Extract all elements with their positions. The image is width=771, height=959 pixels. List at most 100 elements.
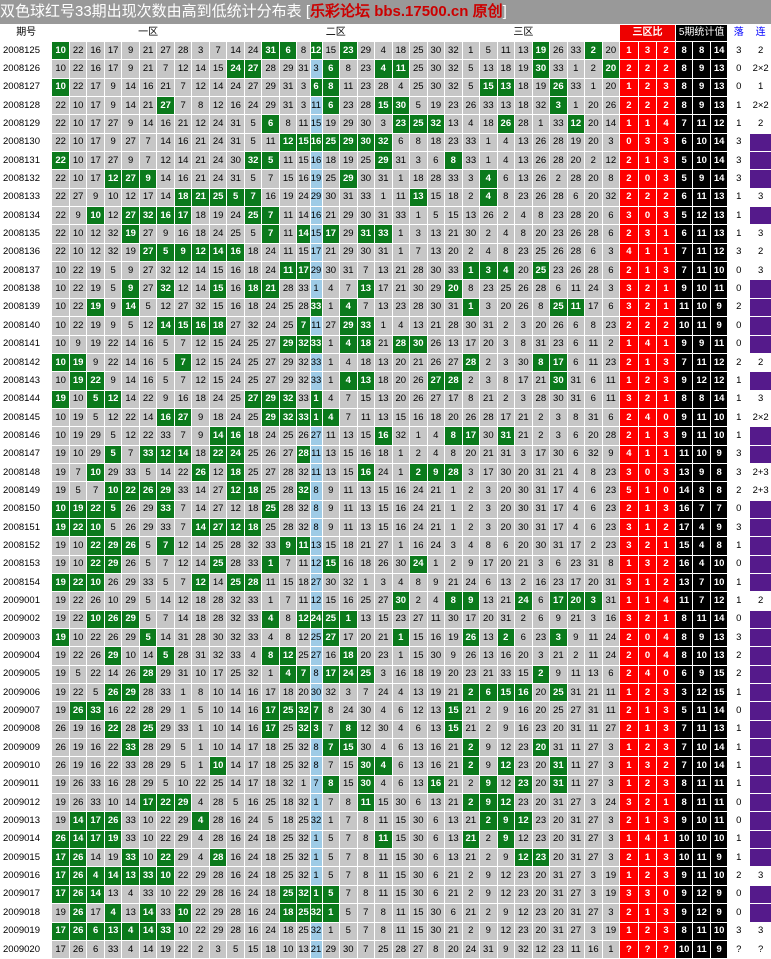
number-cell: 33: [87, 702, 105, 720]
period-cell: 2009005: [1, 665, 52, 683]
number-cell: 6: [532, 610, 550, 628]
number-cell: 31: [497, 445, 515, 463]
link-cell: [750, 317, 771, 335]
zone-ratio-cell: 0: [657, 885, 676, 903]
number-cell: 15: [392, 885, 410, 903]
number-cell: 32: [340, 573, 358, 591]
link-cell: [750, 757, 771, 775]
number-cell: 26: [515, 280, 533, 298]
number-cell: 17: [104, 60, 122, 78]
drop-cell: 3: [728, 42, 750, 60]
number-cell: 20: [532, 317, 550, 335]
number-cell: 9: [480, 757, 498, 775]
number-cell: 17: [139, 794, 157, 812]
number-cell: 9: [174, 243, 192, 261]
number-cell: 30: [427, 922, 445, 940]
number-cell: 20: [532, 885, 550, 903]
number-cell: 2: [532, 408, 550, 426]
number-cell: 20: [532, 922, 550, 940]
number-cell: 20: [532, 702, 550, 720]
number-cell: 31: [550, 885, 568, 903]
number-cell: 33: [310, 353, 322, 371]
number-cell: 20: [585, 427, 603, 445]
drop-cell: ?: [728, 940, 750, 958]
stats-cell: 9: [710, 518, 728, 536]
number-cell: 28: [445, 317, 463, 335]
stats-cell: 15: [710, 665, 728, 683]
number-cell: 19: [52, 390, 70, 408]
number-cell: 25: [227, 665, 245, 683]
number-cell: 19: [602, 922, 620, 940]
period-cell: 2008130: [1, 133, 52, 151]
period-cell: 2009002: [1, 610, 52, 628]
drop-cell: 1: [728, 849, 750, 867]
number-cell: 1: [192, 720, 210, 738]
stats-cell: 8: [710, 482, 728, 500]
number-cell: 1: [462, 262, 480, 280]
number-cell: 15: [392, 812, 410, 830]
number-cell: 5: [139, 610, 157, 628]
number-cell: 11: [392, 922, 410, 940]
number-cell: 7: [209, 42, 227, 60]
number-cell: 32: [297, 885, 310, 903]
number-cell: 8: [357, 867, 375, 885]
number-cell: 33: [375, 225, 393, 243]
header-period: 期号: [1, 25, 52, 42]
number-cell: 21: [480, 390, 498, 408]
number-cell: 7: [157, 555, 175, 573]
number-cell: 15: [340, 757, 358, 775]
number-cell: 4: [462, 537, 480, 555]
number-cell: 12: [174, 262, 192, 280]
link-cell: [750, 775, 771, 793]
number-cell: 26: [69, 922, 87, 940]
number-cell: 32: [244, 665, 262, 683]
number-cell: 21: [445, 794, 463, 812]
number-cell: 26: [550, 243, 568, 261]
number-cell: 26: [69, 885, 87, 903]
number-cell: 4: [427, 427, 445, 445]
number-cell: 12: [192, 78, 210, 96]
number-cell: 11: [262, 573, 280, 591]
number-cell: 27: [104, 115, 122, 133]
number-cell: 3: [602, 280, 620, 298]
drop-cell: 1: [728, 207, 750, 225]
number-cell: 18: [262, 757, 280, 775]
number-cell: 3: [602, 133, 620, 151]
stats-cell: 10: [693, 152, 711, 170]
number-cell: 14: [122, 372, 140, 390]
number-cell: 18: [244, 243, 262, 261]
number-cell: 5: [340, 922, 358, 940]
number-cell: 14: [192, 518, 210, 536]
number-cell: 24: [262, 427, 280, 445]
number-cell: 7: [174, 372, 192, 390]
number-cell: 11: [375, 885, 393, 903]
number-cell: 16: [244, 794, 262, 812]
drop-cell: 3: [728, 518, 750, 536]
number-cell: 22: [174, 885, 192, 903]
stats-cell: 11: [710, 794, 728, 812]
number-cell: 10: [52, 42, 70, 60]
link-cell: 2×2: [750, 60, 771, 78]
number-cell: 23: [480, 280, 498, 298]
number-cell: 16: [340, 592, 358, 610]
number-cell: 19: [52, 684, 70, 702]
number-cell: 14: [227, 684, 245, 702]
number-cell: 12: [279, 647, 297, 665]
drop-cell: 0: [728, 794, 750, 812]
number-cell: 12: [297, 610, 310, 628]
number-cell: 10: [69, 445, 87, 463]
number-cell: 29: [174, 812, 192, 830]
drop-cell: 1: [728, 427, 750, 445]
number-cell: 16: [227, 867, 245, 885]
number-cell: 25: [279, 830, 297, 848]
number-cell: 16: [174, 390, 192, 408]
number-cell: 28: [209, 885, 227, 903]
stats-cell: 9: [693, 97, 711, 115]
number-cell: 16: [244, 922, 262, 940]
number-cell: 29: [340, 115, 358, 133]
zone-ratio-cell: ?: [638, 940, 657, 958]
number-cell: 24: [515, 592, 533, 610]
number-cell: 5: [87, 390, 105, 408]
number-cell: 31: [497, 427, 515, 445]
